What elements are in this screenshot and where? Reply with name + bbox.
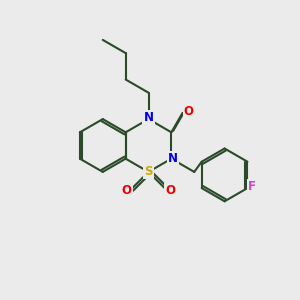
Text: F: F xyxy=(248,180,256,193)
Text: O: O xyxy=(184,105,194,118)
Text: S: S xyxy=(144,165,153,178)
Text: O: O xyxy=(122,184,132,197)
Text: N: N xyxy=(143,111,154,124)
Text: O: O xyxy=(165,184,175,197)
Text: N: N xyxy=(168,152,178,165)
